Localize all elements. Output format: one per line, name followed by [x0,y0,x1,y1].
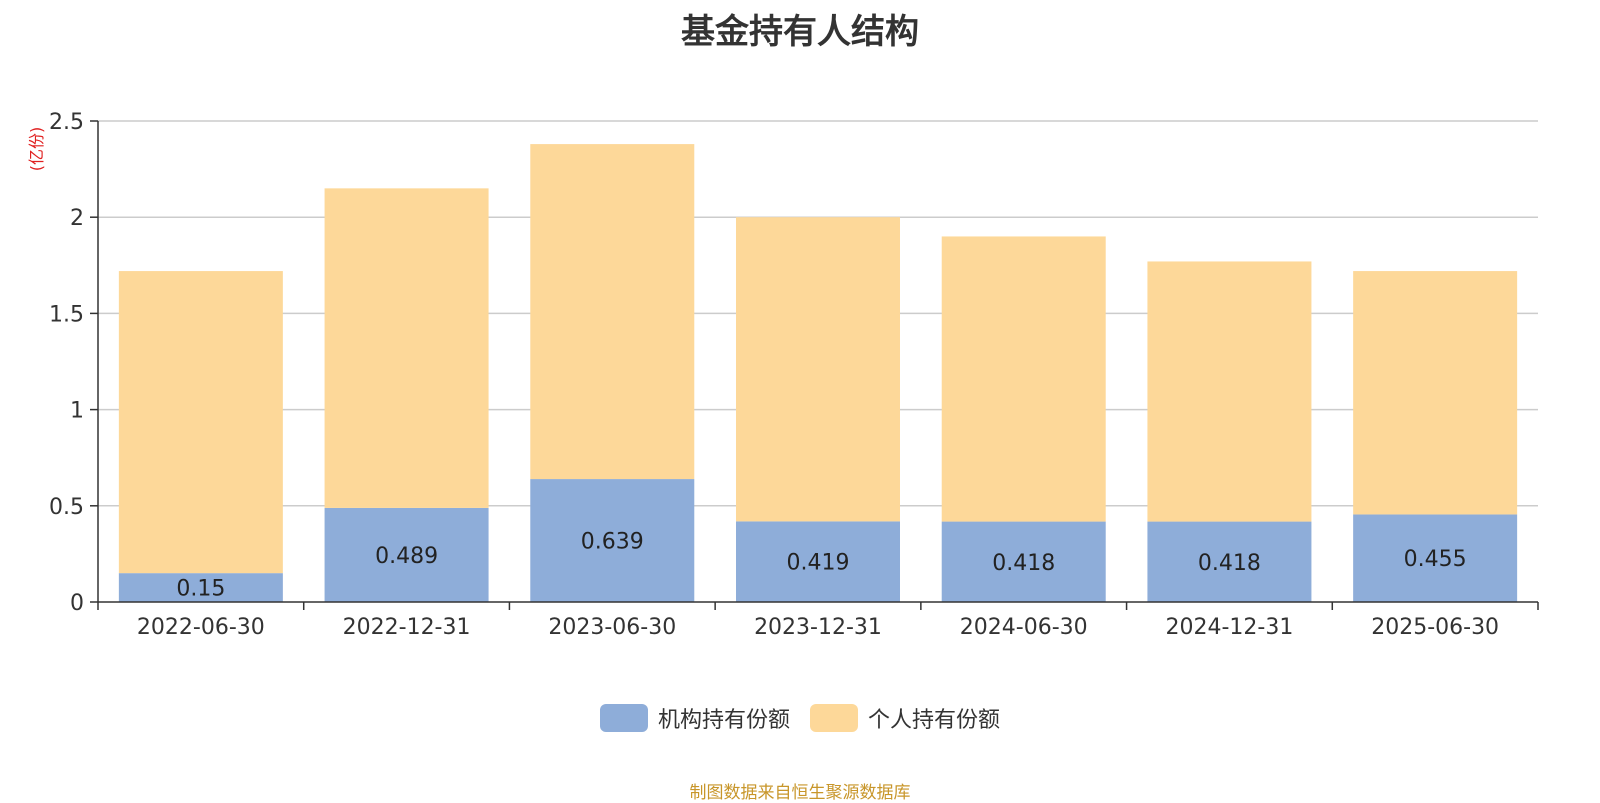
labels: 0 0.5 1 1.5 2 2.5(亿份) 0.15 2022-06-30 0.489 2022-… [27,110,1499,640]
bar-institutional-2024-06-30[interactable] [941,521,1106,602]
x-tick-label: 2023-12-31 [754,615,882,640]
bar-value-label: 0.455 [1404,547,1467,572]
bar-institutional-2022-12-31[interactable] [324,507,489,602]
bar-value-label: 0.15 [176,577,225,602]
y-tick-label: 2 [70,206,84,231]
bar-individual-2023-06-30[interactable] [530,144,695,480]
bar-value-label: 0.418 [992,551,1055,576]
x-tick-label: 2023-06-30 [548,615,676,640]
axes [90,120,1539,610]
bar-value-label: 0.489 [375,544,438,569]
bar-institutional-2023-06-30[interactable] [530,479,695,602]
x-tick-label: 2025-06-30 [1371,615,1499,640]
bar-individual-2022-06-30[interactable] [118,271,283,574]
legend: 机构持有份额 个人持有份额 [0,702,1600,734]
y-tick-label: 1 [70,399,84,424]
bar-individual-2022-12-31[interactable] [324,188,489,508]
legend-label-individual: 个人持有份额 [868,708,1001,733]
x-tick-label: 2024-12-31 [1165,615,1293,640]
stacked-bar-chart: 0 0.5 1 1.5 2 2.5(亿份) 0.15 2022-06-30 0.489 2022-… [27,110,1539,640]
legend-item-institutional[interactable]: 机构持有份额 [599,702,790,734]
y-tick-label: 0.5 [49,495,84,520]
bar-institutional-2024-12-31[interactable] [1147,521,1312,602]
legend-item-individual[interactable]: 个人持有份额 [810,702,1000,734]
bar-institutional-2025-06-30[interactable] [1353,514,1518,602]
y-tick-label: 1.5 [49,302,84,327]
y-unit-label: (亿份) [27,127,46,172]
bar-value-label: 0.419 [787,551,850,576]
x-tick-label: 2024-06-30 [960,615,1088,640]
legend-swatch-individual [810,704,858,732]
bars [118,144,1518,602]
y-tick-label: 2.5 [49,110,84,135]
bar-value-label: 0.418 [1198,551,1261,576]
bar-individual-2025-06-30[interactable] [1353,271,1518,515]
bar-institutional-2023-12-31[interactable] [736,521,900,602]
y-tick-label: 0 [70,591,84,616]
bar-value-label: 0.639 [581,530,644,555]
bar-individual-2023-12-31[interactable] [736,217,900,522]
bar-individual-2024-06-30[interactable] [941,236,1106,522]
x-tick-label: 2022-06-30 [137,615,265,640]
legend-swatch-institutional [599,704,648,732]
bar-individual-2024-12-31[interactable] [1147,261,1312,522]
bar-institutional-2022-06-30[interactable] [118,573,283,602]
chart-title: 基金持有人结构 [681,12,919,52]
legend-label-institutional: 机构持有份额 [657,708,790,733]
source-note: 制图数据来自恒生聚源数据库 [689,783,911,803]
x-tick-label: 2022-12-31 [343,615,471,640]
